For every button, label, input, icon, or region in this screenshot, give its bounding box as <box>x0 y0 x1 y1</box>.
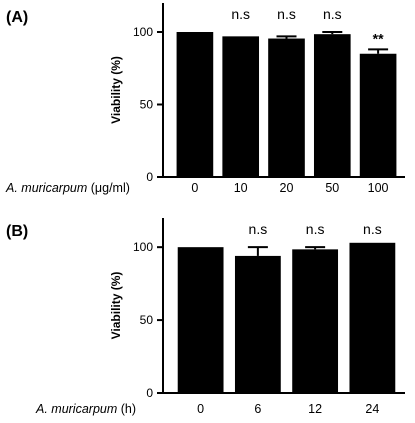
bar <box>234 255 281 393</box>
x-axis-label-species: A. muricarpum <box>5 181 87 195</box>
x-tick-label: 0 <box>191 181 198 195</box>
x-tick-label: 0 <box>197 402 204 416</box>
bar <box>177 247 224 393</box>
bar <box>268 38 305 178</box>
y-tick-label: 100 <box>133 25 153 39</box>
x-axis-label-unit: (h) <box>117 402 136 416</box>
panel-a: (A) 0 50 100 Viability (%) n.s n.s n.s ** 0 10 20 50… <box>5 3 405 195</box>
panel-label: (A) <box>6 9 28 26</box>
panel-b: (B) 0 50 100 Viability (%) n.s n.s n.s 0 6 12 24 A. … <box>6 218 405 416</box>
ns-label: n.s <box>323 6 342 22</box>
x-axis-label: A. muricarpum (μg/ml) <box>5 181 130 195</box>
x-tick-label: 6 <box>254 402 261 416</box>
x-axis-label-unit: (μg/ml) <box>87 181 130 195</box>
y-tick-label: 50 <box>140 98 154 112</box>
significance-label: ** <box>373 30 384 46</box>
x-axis-label-species: A. muricarpum <box>35 402 117 416</box>
ns-label: n.s <box>249 221 268 237</box>
ns-label: n.s <box>277 6 296 22</box>
x-tick-label: 50 <box>325 181 339 195</box>
x-axis-label: A. muricarpum (h) <box>35 402 136 416</box>
panel-label: (B) <box>6 223 28 240</box>
x-tick-label: 12 <box>308 402 322 416</box>
ns-label: n.s <box>231 6 250 22</box>
y-tick-label: 50 <box>140 313 154 327</box>
x-tick-label: 24 <box>365 402 379 416</box>
bar <box>359 53 397 177</box>
ns-label: n.s <box>363 221 382 237</box>
x-tick-label: 20 <box>280 181 294 195</box>
y-tick-label: 0 <box>146 386 153 400</box>
y-axis-label: Viability (%) <box>109 56 123 124</box>
bar <box>313 34 351 177</box>
bar <box>176 32 214 177</box>
bar <box>349 242 396 393</box>
ns-label: n.s <box>306 221 325 237</box>
x-tick-label: 10 <box>234 181 248 195</box>
y-axis-label: Viability (%) <box>109 272 123 340</box>
y-tick-label: 100 <box>133 240 153 254</box>
bar <box>292 249 339 393</box>
x-tick-label: 100 <box>368 181 389 195</box>
y-tick-label: 0 <box>146 170 153 184</box>
bar <box>222 36 260 177</box>
